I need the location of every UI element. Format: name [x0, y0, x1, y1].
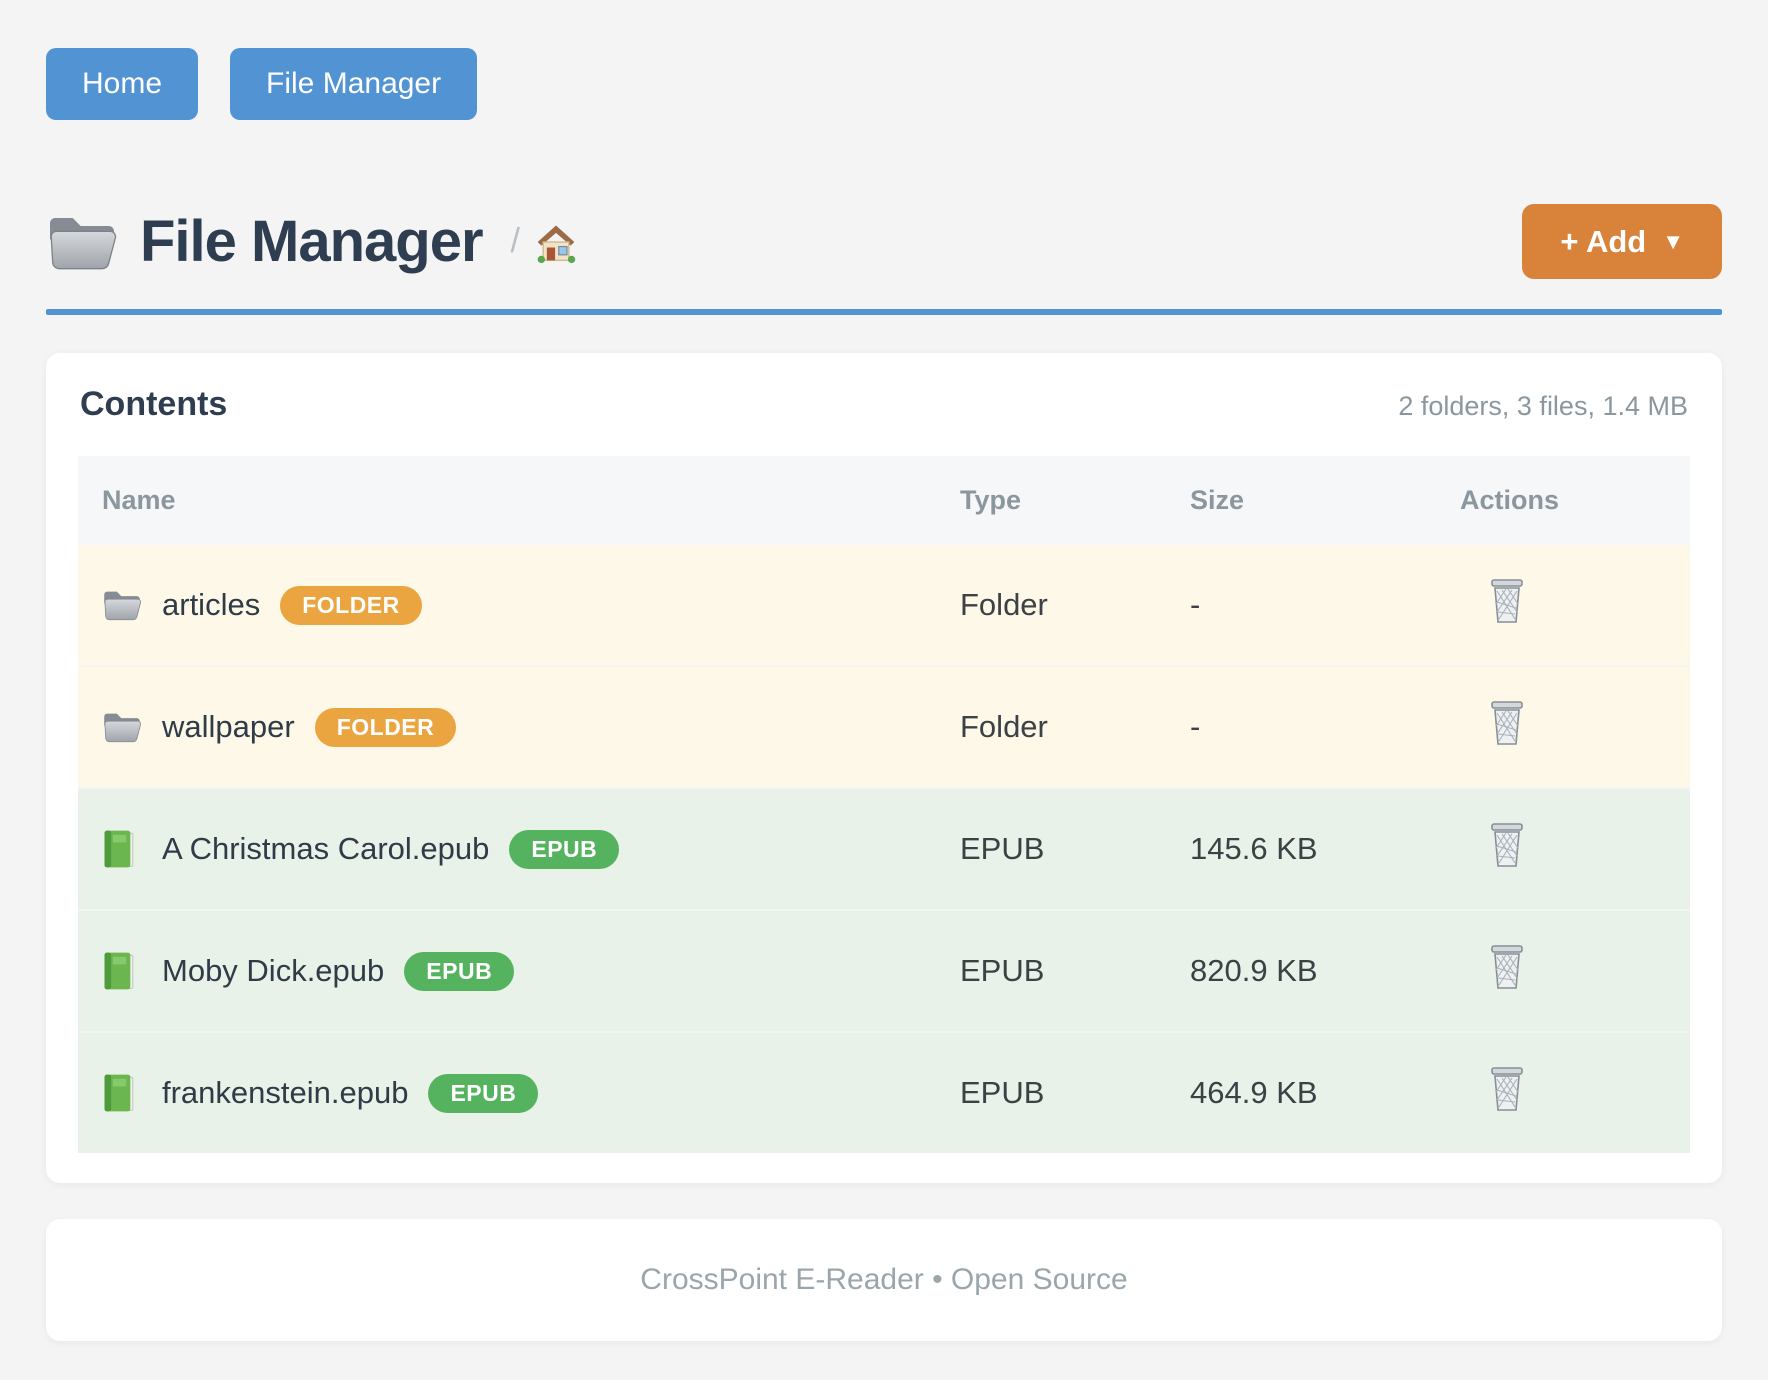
column-header-size: Size	[1190, 456, 1460, 545]
delete-button[interactable]	[1488, 1066, 1526, 1115]
contents-title: Contents	[80, 385, 228, 423]
breadcrumb: /	[511, 220, 580, 264]
contents-table-body: articles FOLDER Folder - wallpaper	[78, 545, 1690, 1153]
footer-text: CrossPoint E-Reader • Open Source	[640, 1263, 1128, 1296]
column-header-actions: Actions	[1460, 456, 1690, 545]
table-header-row: Name Type Size Actions	[78, 456, 1690, 545]
add-button[interactable]: + Add ▼	[1522, 204, 1722, 279]
file-type: Folder	[960, 545, 1190, 667]
header-divider	[46, 309, 1722, 315]
table-row: articles FOLDER Folder -	[78, 545, 1690, 667]
trash-icon	[1488, 700, 1526, 749]
page: Home File Manager File Manager / + Add ▼…	[46, 48, 1722, 1341]
column-header-type: Type	[960, 456, 1190, 545]
top-nav: Home File Manager	[46, 48, 1722, 120]
column-header-name: Name	[78, 456, 960, 545]
file-name[interactable]: articles	[162, 587, 261, 622]
nav-button-file-manager[interactable]: File Manager	[230, 48, 478, 120]
delete-button[interactable]	[1488, 700, 1526, 749]
delete-button[interactable]	[1488, 578, 1526, 627]
table-row: A Christmas Carol.epub EPUB EPUB 145.6 K…	[78, 788, 1690, 911]
contents-summary: 2 folders, 3 files, 1.4 MB	[1398, 391, 1688, 421]
file-size: -	[1190, 666, 1460, 789]
table-row: frankenstein.epub EPUB EPUB 464.9 KB	[78, 1032, 1690, 1153]
file-size: 464.9 KB	[1190, 1032, 1460, 1153]
file-type-badge: EPUB	[428, 1073, 539, 1113]
folder-icon	[102, 707, 142, 747]
file-type: EPUB	[960, 1032, 1190, 1153]
nav-button-home[interactable]: Home	[46, 48, 199, 120]
title-group: File Manager /	[46, 208, 580, 275]
folder-icon	[102, 585, 142, 625]
file-type: Folder	[960, 666, 1190, 789]
file-type: EPUB	[960, 910, 1190, 1033]
file-type: EPUB	[960, 788, 1190, 911]
file-type-badge: EPUB	[404, 951, 515, 991]
page-header: File Manager / + Add ▼	[46, 204, 1722, 279]
trash-icon	[1488, 944, 1526, 993]
file-size: 820.9 KB	[1190, 910, 1460, 1033]
add-button-label: + Add	[1560, 224, 1647, 259]
green-book-icon	[102, 1073, 142, 1113]
file-size: 145.6 KB	[1190, 788, 1460, 911]
trash-icon	[1488, 578, 1526, 627]
delete-button[interactable]	[1488, 822, 1526, 871]
chevron-down-icon: ▼	[1662, 228, 1684, 254]
home-icon[interactable]	[534, 220, 580, 264]
page-title: File Manager	[140, 209, 484, 274]
file-name[interactable]: A Christmas Carol.epub	[162, 831, 490, 866]
trash-icon	[1488, 822, 1526, 871]
footer: CrossPoint E-Reader • Open Source	[46, 1219, 1722, 1341]
file-size: -	[1190, 545, 1460, 667]
file-name[interactable]: wallpaper	[162, 709, 295, 744]
folder-icon	[46, 211, 118, 273]
trash-icon	[1488, 1066, 1526, 1115]
green-book-icon	[102, 951, 142, 991]
delete-button[interactable]	[1488, 944, 1526, 993]
file-type-badge: EPUB	[509, 829, 620, 869]
table-row: wallpaper FOLDER Folder -	[78, 666, 1690, 789]
contents-card-header: Contents 2 folders, 3 files, 1.4 MB	[78, 385, 1690, 424]
file-name[interactable]: Moby Dick.epub	[162, 953, 385, 988]
contents-card: Contents 2 folders, 3 files, 1.4 MB Name…	[46, 353, 1722, 1183]
files-table: Name Type Size Actions articles FOLDER F…	[78, 456, 1690, 1153]
file-type-badge: FOLDER	[280, 585, 422, 625]
file-name[interactable]: frankenstein.epub	[162, 1075, 409, 1110]
table-row: Moby Dick.epub EPUB EPUB 820.9 KB	[78, 910, 1690, 1033]
file-type-badge: FOLDER	[314, 707, 457, 747]
green-book-icon	[102, 829, 142, 869]
breadcrumb-separator: /	[510, 222, 520, 260]
